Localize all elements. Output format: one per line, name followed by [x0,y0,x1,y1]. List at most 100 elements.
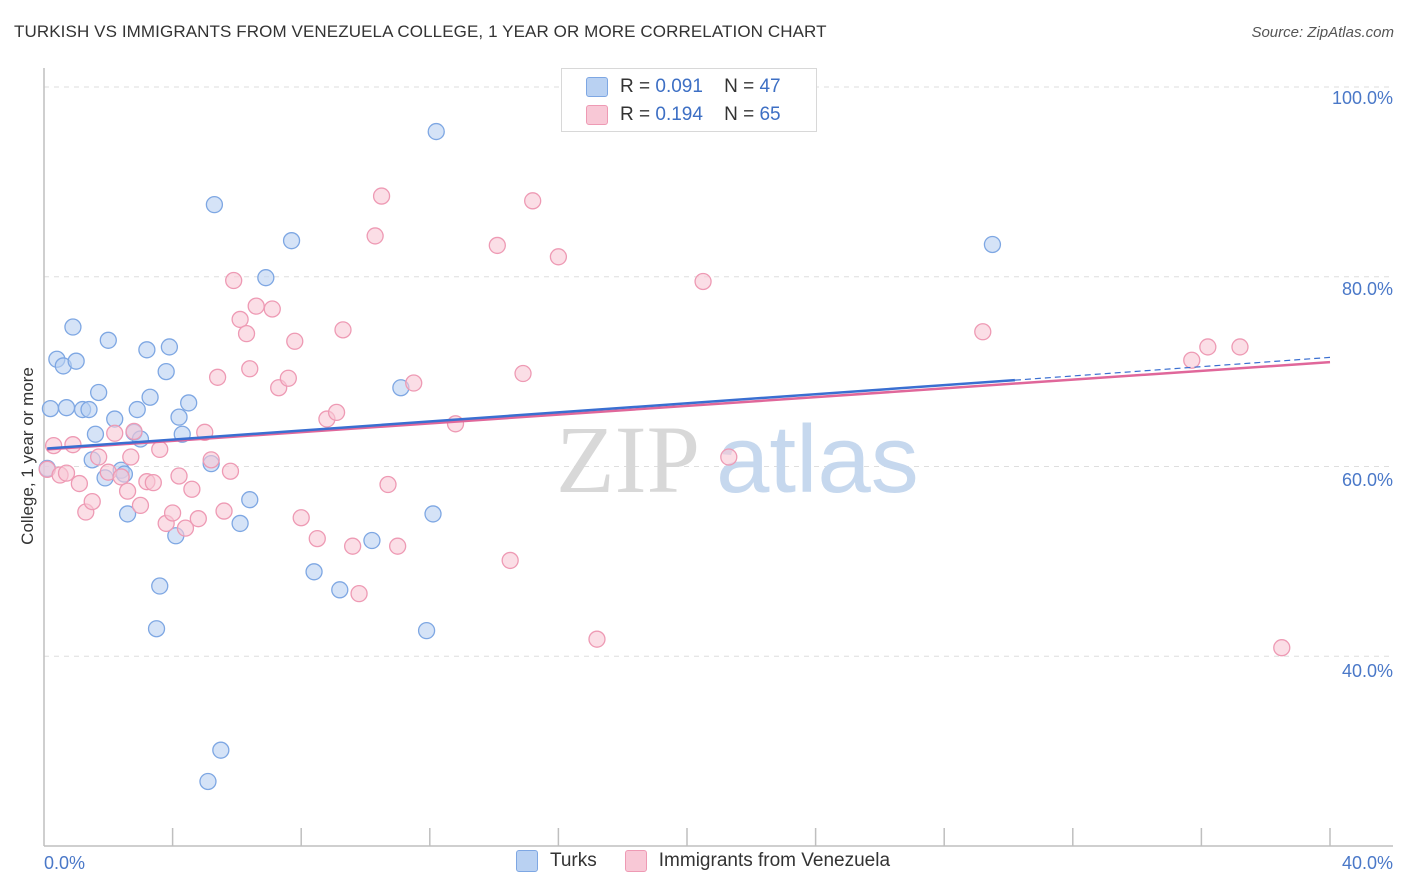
watermark: ZIP atlas [556,406,919,513]
turks-point [241,491,259,509]
venezuela-point [1199,338,1217,356]
venezuela-point [118,482,137,500]
venezuela-point [90,448,108,466]
source-credit: Source: ZipAtlas.com [1251,24,1394,41]
legend-r-value: 0.194 [655,104,703,125]
venezuela-point [170,467,188,485]
turks-point [205,195,224,214]
turks-point [41,399,60,418]
legend-r-value: 0.091 [655,76,703,97]
turks-point [90,383,108,402]
venezuela-point [221,462,240,480]
venezuela-swatch-icon [624,850,647,872]
turks-swatch-icon [586,77,608,97]
venezuela-point [524,192,542,210]
turks-point [331,581,349,599]
venezuela-point [237,325,256,343]
venezuela-point [189,510,207,528]
venezuela-point [44,436,63,455]
venezuela-point [1183,351,1201,369]
turks-point [417,621,436,640]
venezuela-point [388,537,407,555]
chart-title: TURKISH VS IMMIGRANTS FROM VENEZUELA COL… [14,22,827,41]
turks-point [424,505,442,523]
turks-point [282,232,301,250]
venezuela-trend-line [47,360,1331,451]
turks-point [257,269,275,287]
venezuela-point [327,403,346,422]
venezuela-point [202,451,220,469]
legend-n-value: 65 [759,104,781,125]
venezuela-point [231,310,249,329]
venezuela-point [183,480,201,498]
x-tick-marks [171,828,1331,846]
venezuela-point [694,272,712,291]
venezuela-point [70,474,89,493]
venezuela-point [151,440,169,459]
turks-point [170,408,188,426]
legend-n-value: 47 [759,76,781,97]
y-tick-label: 80.0% [1342,279,1393,299]
venezuela-point [514,364,532,383]
y-tick-labels: 100.0% 80.0% 60.0% 40.0% [1332,88,1393,681]
venezuela-point [1231,338,1249,356]
y-tick-label: 100.0% [1332,88,1393,108]
venezuela-point [549,248,568,266]
turks-point [57,399,76,417]
legend-r-label: R = [620,104,651,125]
turks-trend-line [47,378,1016,450]
turks-point [363,531,381,550]
venezuela-point [350,584,368,603]
turks-point [231,514,249,533]
legend-label: Immigrants from Venezuela [658,850,891,871]
venezuela-point [122,448,140,466]
venezuela-point [225,271,243,290]
turks-point [157,362,175,381]
legend-n-label: N = [724,76,755,97]
turks-point [138,341,156,359]
turks-point [86,425,105,443]
venezuela-point [974,323,992,341]
turks-point [80,400,98,419]
venezuela-point [83,492,101,511]
venezuela-point [334,321,352,339]
x-tick-label-min: 0.0% [44,853,85,873]
trend-lines [47,356,1331,451]
turks-point [141,388,159,406]
venezuela-point [1273,639,1291,657]
turks-swatch-icon [515,850,538,872]
x-tick-label-max: 40.0% [1342,853,1393,873]
venezuela-point [163,504,182,522]
venezuela-point [405,374,423,392]
legend-item-turks[interactable]: Turks [515,850,597,872]
turks-point [151,577,169,595]
venezuela-point [286,332,304,350]
venezuela-point [215,502,233,520]
turks-point [305,563,323,581]
legend-item-venezuela[interactable]: Immigrants from Venezuela [624,850,891,872]
venezuela-point [343,537,362,555]
y-tick-label: 60.0% [1342,470,1393,490]
watermark-atlas: atlas [716,406,919,513]
venezuela-point [263,300,281,318]
venezuela-point [501,551,519,570]
venezuela-point [279,369,297,387]
data-points [38,122,1291,791]
turks-point [128,400,146,419]
venezuela-point [241,360,259,378]
correlation-legend: R = 0.091 N = 47 R = 0.194 N = 65 [561,68,817,132]
axes [43,68,1393,847]
legend-label: Turks [549,850,597,871]
venezuela-point [292,509,310,527]
legend-r-label: R = [620,76,651,97]
series-legend: Turks Immigrants from Venezuela [0,850,1406,872]
venezuela-point [720,448,738,466]
turks-point [147,620,166,638]
venezuela-point [247,297,265,315]
venezuela-point [64,436,82,454]
venezuela-point [112,468,130,486]
venezuela-point [308,529,326,548]
turks-trend-extension [1014,356,1331,381]
turks-point [199,772,217,791]
